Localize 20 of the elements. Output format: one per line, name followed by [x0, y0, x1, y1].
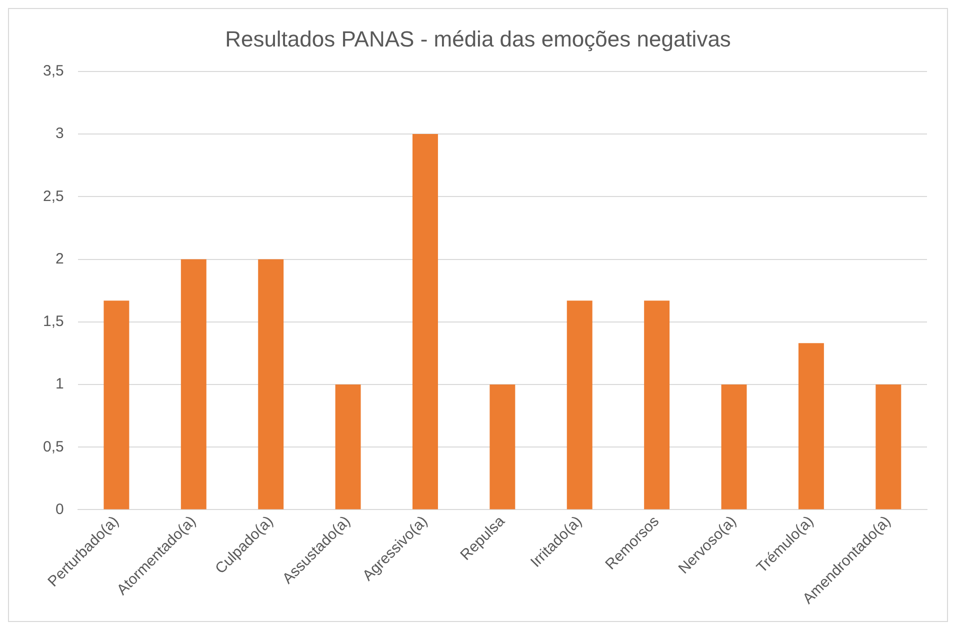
- bar: [258, 259, 284, 510]
- y-tick-label: 1: [56, 376, 64, 393]
- y-tick-label: 1,5: [42, 313, 64, 330]
- bar: [798, 343, 824, 510]
- bar: [335, 384, 361, 510]
- bar: [566, 300, 592, 510]
- y-tick-label: 3,5: [42, 62, 64, 80]
- bar: [412, 134, 438, 510]
- bar: [876, 384, 902, 510]
- y-tick-label: 2,5: [42, 188, 64, 205]
- y-tick-label: 0: [56, 500, 64, 518]
- bar: [644, 300, 670, 510]
- chart-title: Resultados PANAS - média das emoções negativas: [225, 26, 731, 52]
- bar: [104, 300, 130, 510]
- bar: [490, 384, 516, 510]
- bar: [721, 384, 747, 510]
- y-tick-label: 3: [56, 125, 64, 142]
- bar: [180, 259, 206, 510]
- y-tick-label: 0,5: [42, 438, 64, 456]
- y-tick-label: 2: [56, 250, 64, 268]
